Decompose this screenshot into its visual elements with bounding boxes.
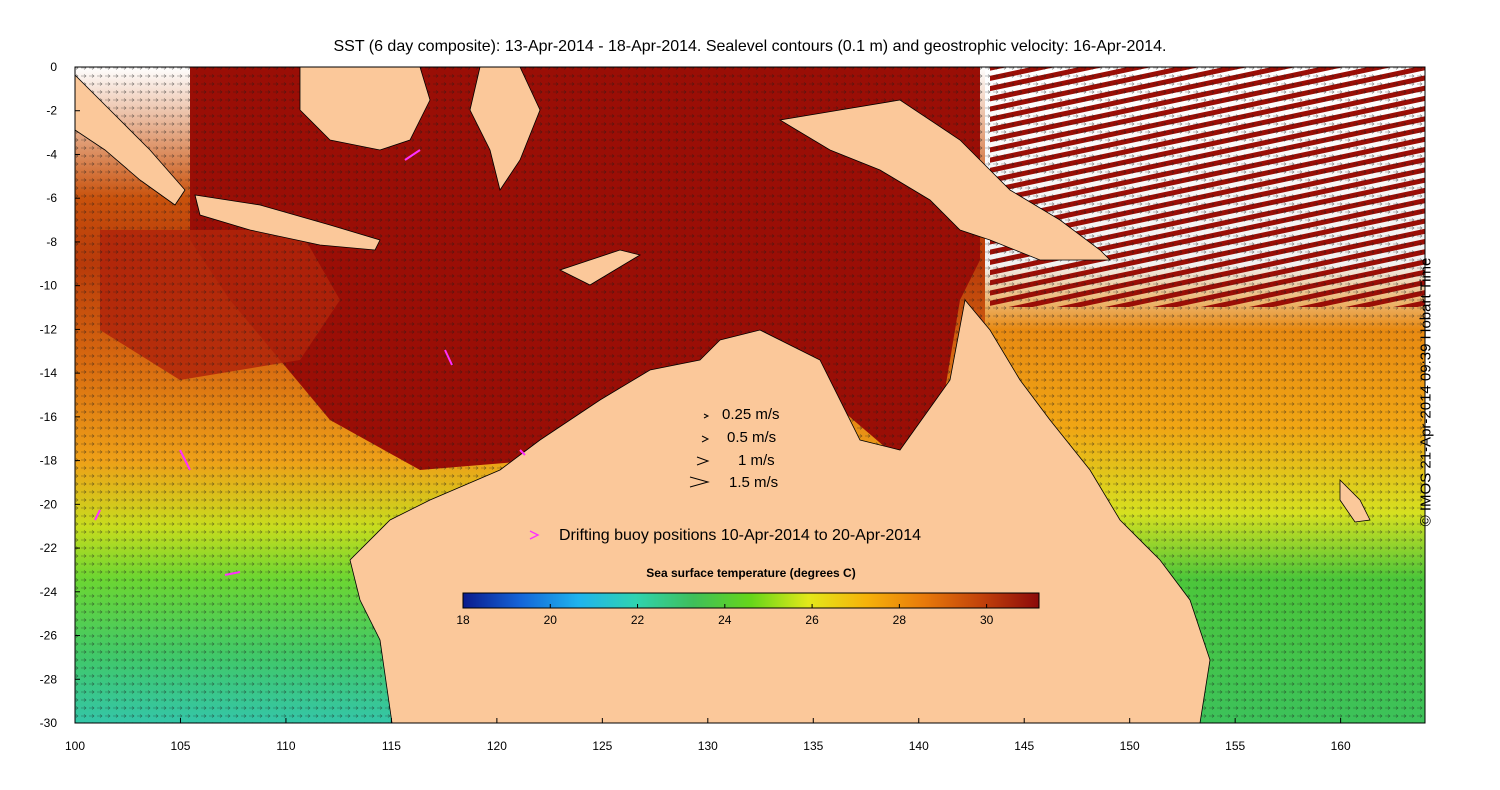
y-tick-label: -8 (46, 235, 57, 249)
sumatra (75, 74, 186, 206)
colorbar-tick-label: 20 (544, 613, 558, 627)
x-tick-label: 130 (698, 739, 718, 753)
new-guinea (778, 99, 1111, 261)
colorbar-tick-label: 22 (631, 613, 645, 627)
plot-frame (74, 66, 1426, 724)
velocity-arrow-1 (696, 456, 710, 466)
x-tick-label: 145 (1014, 739, 1034, 753)
y-tick-label: -6 (46, 191, 57, 205)
y-tick-label: -26 (40, 629, 58, 643)
y-tick-label: -14 (40, 366, 58, 380)
colorbar-tick-label: 26 (805, 613, 819, 627)
y-tick-label: -22 (40, 541, 58, 555)
buoy-legend-marker (529, 530, 540, 540)
y-tick-label: -12 (40, 322, 58, 336)
x-tick-label: 155 (1225, 739, 1245, 753)
land (75, 67, 1371, 723)
velocity-legend-05: 0.5 m/s (727, 429, 777, 446)
y-tick-label: -2 (46, 104, 57, 118)
java (194, 194, 381, 251)
y-tick-label: -24 (40, 585, 58, 599)
borneo (299, 67, 431, 151)
y-tick-label: -16 (40, 410, 58, 424)
y-tick-label: -18 (40, 454, 58, 468)
sulawesi (469, 67, 541, 191)
copyright-text: © IMOS 21-Apr-2014 09:39 Hobart Time (1417, 257, 1435, 527)
y-tick-label: -30 (40, 716, 58, 730)
velocity-arrow-05 (701, 435, 710, 443)
colorbar-tick-label: 30 (980, 613, 994, 627)
y-tick-label: -10 (40, 279, 58, 293)
colorbar-ticks: 18 20 22 24 26 28 30 (456, 604, 994, 627)
y-tick-label: -28 (40, 672, 58, 686)
velocity-legend-arrows (689, 413, 710, 488)
velocity-legend-025: 0.25 m/s (722, 406, 780, 423)
velocity-arrow-15 (689, 476, 710, 488)
x-tick-label: 120 (487, 739, 507, 753)
x-tick-label: 135 (803, 739, 823, 753)
colorbar-title: Sea surface temperature (degrees C) (646, 566, 856, 580)
x-tick-label: 105 (170, 739, 190, 753)
colorbar-tick-label: 28 (893, 613, 907, 627)
x-tick-label: 160 (1331, 739, 1351, 753)
y-axis: 0 -2 -4 -6 -8 -10 -12 -14 -16 -18 -20 -22 -24 -26 -28 -… (40, 60, 80, 730)
velocity-legend-1: 1 m/s (738, 452, 775, 469)
map-title: SST (6 day composite): 13-Apr-2014 - 18-… (333, 38, 1167, 55)
y-tick-label: -4 (46, 147, 57, 161)
buoy-legend-label: Drifting buoy positions 10-Apr-2014 to 2… (559, 527, 921, 544)
x-tick-label: 125 (592, 739, 612, 753)
colorbar (462, 592, 1040, 609)
x-tick-label: 110 (276, 739, 295, 753)
velocity-legend-15: 1.5 m/s (729, 474, 779, 491)
y-tick-label: -20 (40, 497, 58, 511)
x-tick-label: 140 (909, 739, 929, 753)
x-tick-label: 150 (1120, 739, 1140, 753)
colorbar-tick-label: 18 (456, 613, 470, 627)
new-caledonia (1339, 479, 1371, 523)
y-tick-label: 0 (50, 60, 57, 74)
colorbar-tick-label: 24 (718, 613, 732, 627)
x-axis: 100 105 110 115 120 125 130 135 140 145 150 155 160 (65, 718, 1351, 753)
x-tick-label: 115 (382, 739, 401, 753)
timor (558, 249, 642, 286)
x-tick-label: 100 (65, 739, 85, 753)
australia-landmass (349, 299, 1211, 723)
velocity-arrow-025 (703, 413, 710, 419)
buoy-tracks (94, 149, 526, 576)
